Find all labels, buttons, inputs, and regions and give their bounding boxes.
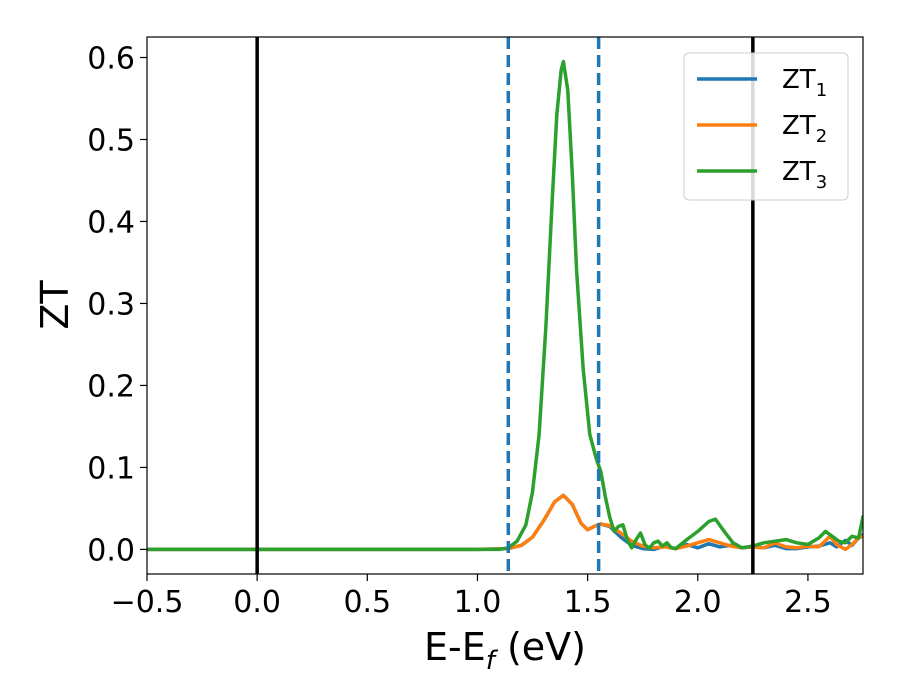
x-tick-label: 0.0: [233, 585, 281, 620]
series-line-1: [147, 493, 863, 552]
y-tick-label: 0.3: [87, 287, 135, 322]
x-tick-label: 1.5: [564, 585, 612, 620]
y-axis: 0.0 0.1 0.2 0.3 0.4 0.5 0.6: [87, 41, 147, 568]
legend-label-3: ZT3: [782, 157, 827, 193]
y-tick-label: 0.2: [87, 369, 135, 404]
x-tick-label: 1.0: [454, 585, 502, 620]
x-tick-label: 0.5: [343, 585, 391, 620]
legend-label-2: ZT2: [782, 111, 827, 147]
series-line-2: [147, 493, 863, 552]
y-tick-label: 0.1: [87, 451, 135, 486]
y-axis-label: ZT: [33, 280, 77, 330]
y-tick-label: 0.4: [87, 205, 135, 240]
y-tick-label: 0.5: [87, 123, 135, 158]
x-axis: −0.5 0.0 0.5 1.0 1.5 2.0 2.5: [111, 574, 832, 620]
y-tick-label: 0.0: [87, 533, 135, 568]
x-axis-label: E-Ef (eV): [424, 625, 586, 676]
y-tick-label: 0.6: [87, 41, 135, 76]
legend-box: [683, 52, 849, 201]
series-line-3: [147, 59, 863, 552]
plot-frame: [146, 36, 864, 575]
x-tick-label: −0.5: [111, 585, 184, 620]
x-tick-label: 2.0: [674, 585, 722, 620]
legend: ZT1 ZT2 ZT3: [683, 52, 849, 201]
legend-label-1: ZT1: [782, 65, 827, 101]
x-tick-label: 2.5: [784, 585, 832, 620]
